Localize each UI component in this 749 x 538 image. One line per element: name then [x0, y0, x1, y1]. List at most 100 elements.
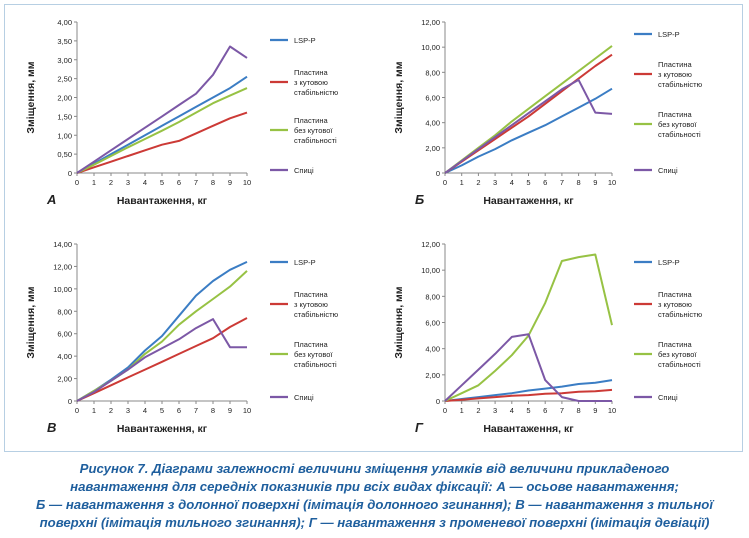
series-line — [444, 78, 613, 174]
x-tick-label: 0 — [75, 406, 79, 415]
caption-line-1: Рисунок 7. Діаграми залежності величини … — [79, 461, 670, 476]
y-tick-label: 10,00 — [421, 43, 440, 52]
y-axis-label: Зміщення, мм — [393, 286, 405, 358]
series-line — [76, 111, 248, 174]
y-axis-label: Зміщення, мм — [393, 61, 405, 133]
x-axis-label: Навантаження, кг — [117, 423, 208, 435]
legend-label: Спиці — [294, 393, 314, 402]
y-tick-label: 2,00 — [57, 94, 72, 103]
legend-label-line: LSP-P — [658, 30, 680, 39]
legend-label: Пластина без кутової стабільності — [294, 116, 337, 145]
y-tick-label: 8,00 — [57, 307, 72, 316]
legend-label-line: без кутової — [294, 126, 333, 135]
x-tick-label: 5 — [526, 406, 530, 415]
legend-label-line: стабільності — [658, 130, 701, 139]
series-line — [76, 87, 248, 174]
legend-label-line: Пластина — [658, 290, 692, 299]
x-tick-label: 9 — [593, 178, 597, 187]
x-tick-label: 9 — [228, 406, 232, 415]
y-tick-label: 1,00 — [57, 131, 72, 140]
x-tick-label: 8 — [211, 178, 215, 187]
x-axis-label: Навантаження, кг — [483, 423, 574, 435]
series-line — [76, 318, 247, 402]
x-axis-label: Навантаження, кг — [483, 195, 574, 207]
panel-label: В — [47, 420, 56, 435]
y-tick-label: 0,50 — [57, 150, 72, 159]
x-tick-label: 7 — [194, 178, 198, 187]
series-line — [444, 253, 613, 402]
legend-label-line: з кутовою — [658, 70, 692, 79]
y-tick-label: 2,50 — [57, 75, 72, 84]
chart-panel-g: 0 2,00 4,00 6,00 8,00 10,00 12,00 0 1 2 3 4 5 6 7 8 9 10 Н… — [393, 240, 703, 435]
y-tick-label: 10,00 — [421, 266, 440, 275]
legend-label: Пластина з кутовою стабільністю — [658, 290, 703, 319]
x-tick-label: 5 — [160, 406, 164, 415]
x-tick-label: 3 — [126, 178, 130, 187]
x-tick-label: 9 — [228, 178, 232, 187]
x-tick-label: 6 — [177, 406, 181, 415]
x-tick-label: 2 — [476, 178, 480, 187]
y-tick-label: 4,00 — [57, 18, 72, 27]
legend-label-line: без кутової — [658, 350, 697, 359]
y-tick-label: 6,00 — [425, 319, 440, 328]
x-tick-label: 6 — [177, 178, 181, 187]
x-tick-label: 9 — [593, 406, 597, 415]
x-tick-label: 2 — [109, 406, 113, 415]
x-tick-label: 10 — [243, 406, 251, 415]
legend-label-line: LSP-P — [294, 36, 316, 45]
y-tick-label: 4,00 — [57, 352, 72, 361]
legend-label: LSP-P — [294, 36, 316, 45]
caption-line-2: навантаження для середніх показників при… — [70, 479, 679, 494]
panel-label: А — [46, 192, 56, 207]
x-tick-label: 2 — [109, 178, 113, 187]
legend-label-line: стабільністю — [658, 80, 703, 89]
y-tick-label: 12,00 — [421, 240, 440, 249]
legend-label-line: з кутовою — [658, 300, 692, 309]
x-tick-label: 1 — [460, 178, 464, 187]
legend-label-line: стабільністю — [294, 88, 339, 97]
legend-label: LSP-P — [658, 30, 680, 39]
y-tick-label: 10,00 — [53, 285, 72, 294]
legend-label: Пластина з кутовою стабільністю — [294, 68, 339, 97]
x-tick-label: 0 — [75, 178, 79, 187]
legend-label-line: Спиці — [294, 166, 314, 175]
chart-panel-b: 0 2,00 4,00 6,00 8,00 10,00 12,00 0 1 2 3 4 5 6 7 8 9 10 Н… — [393, 18, 703, 207]
legend-label-line: стабільністю — [294, 310, 339, 319]
x-tick-label: 7 — [560, 178, 564, 187]
x-tick-label: 4 — [143, 178, 147, 187]
legend-label-line: Пластина — [658, 110, 692, 119]
legend-label: Пластина з кутовою стабільністю — [658, 60, 703, 89]
y-tick-label: 8,00 — [425, 68, 440, 77]
legend-label-line: Пластина — [294, 68, 328, 77]
legend-label-line: Пластина — [294, 290, 328, 299]
x-tick-label: 6 — [543, 178, 547, 187]
y-tick-label: 2,00 — [425, 371, 440, 380]
legend-label: LSP-P — [294, 258, 316, 267]
x-tick-label: 3 — [126, 406, 130, 415]
legend-label: Спиці — [658, 166, 678, 175]
x-tick-label: 3 — [493, 178, 497, 187]
x-tick-label: 4 — [510, 406, 514, 415]
x-tick-label: 4 — [510, 178, 514, 187]
panel-label: Г — [415, 420, 424, 435]
x-tick-label: 8 — [577, 178, 581, 187]
caption-line-3: Б — навантаження з долонної поверхні (ім… — [35, 497, 714, 512]
legend-label-line: Спиці — [658, 393, 678, 402]
y-tick-label: 12,00 — [421, 18, 440, 27]
y-tick-label: 3,50 — [57, 37, 72, 46]
legend-label-line: стабільності — [294, 136, 337, 145]
legend-label: Пластина без кутової стабільності — [658, 340, 701, 369]
legend-label-line: Спиці — [294, 393, 314, 402]
y-axis-label: Зміщення, мм — [25, 61, 37, 133]
x-tick-label: 6 — [543, 406, 547, 415]
legend-label-line: без кутової — [294, 350, 333, 359]
y-tick-label: 8,00 — [425, 292, 440, 301]
legend-label-line: LSP-P — [294, 258, 316, 267]
legend-label: Пластина з кутовою стабільністю — [294, 290, 339, 319]
legend-label-line: з кутовою — [294, 78, 328, 87]
y-tick-label: 2,00 — [57, 375, 72, 384]
chart-panel-v: 0 2,00 4,00 6,00 8,00 10,00 12,00 14,00 0 1 2 3 4 5 6 7… — [25, 240, 339, 435]
x-tick-label: 8 — [577, 406, 581, 415]
x-tick-label: 8 — [211, 406, 215, 415]
legend-label-line: без кутової — [658, 120, 697, 129]
